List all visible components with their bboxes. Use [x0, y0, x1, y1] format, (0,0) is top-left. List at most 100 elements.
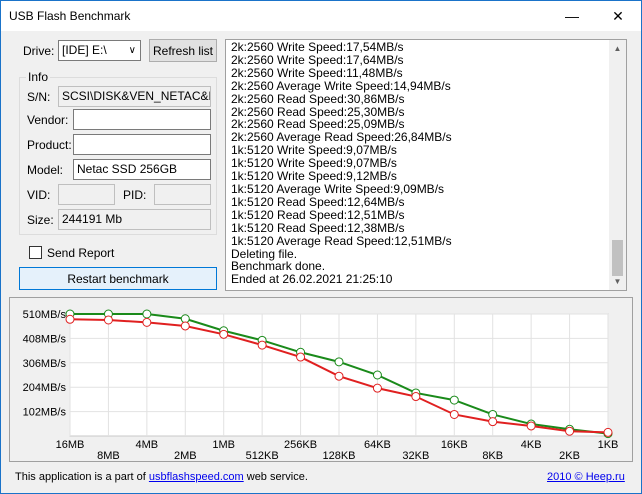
- log-line: Benchmark done.: [231, 259, 326, 274]
- vid-label: VID:: [27, 188, 51, 202]
- x-tick-label: 32KB: [402, 450, 429, 461]
- log-line: 2k:2560 Read Speed:30,86MB/s: [231, 91, 405, 106]
- send-report-label: Send Report: [47, 246, 115, 260]
- data-point: [411, 392, 421, 402]
- log-line: 1k:5120 Average Read Speed:12,51MB/s: [231, 233, 452, 248]
- y-tick-label: 408MB/s: [23, 333, 67, 345]
- x-tick-label: 4KB: [521, 439, 542, 451]
- log-textbox[interactable]: 2k:2560 Write Speed:17,54MB/s 2k:2560 Wri…: [225, 39, 627, 291]
- data-point: [488, 417, 498, 427]
- scroll-up-icon[interactable]: ▲: [613, 44, 622, 53]
- speed-chart: 510MB/s 408MB/s 306MB/s 204MB/s 102MB/s 16MB 8…: [9, 297, 633, 462]
- log-lines: 2k:2560 Write Speed:17,54MB/s 2k:2560 Wri…: [231, 41, 452, 286]
- log-line: 2k:2560 Write Speed:11,48MB/s: [231, 65, 403, 80]
- drive-select[interactable]: [IDE] E:\ ∨: [58, 40, 141, 61]
- x-tick-label: 16KB: [441, 439, 468, 451]
- data-point: [257, 340, 267, 350]
- x-tick-label: 4MB: [136, 439, 159, 451]
- y-tick-label: 510MB/s: [23, 309, 67, 321]
- y-tick-label: 306MB/s: [23, 358, 67, 370]
- info-group-label: Info: [26, 70, 51, 84]
- data-point: [296, 352, 306, 362]
- log-line: 2k:2560 Average Write Speed:14,94MB/s: [231, 78, 451, 93]
- drive-label: Drive:: [23, 44, 55, 58]
- size-field[interactable]: 244191 Mb: [58, 209, 211, 230]
- x-tick-label: 16MB: [56, 439, 85, 451]
- data-point: [449, 409, 459, 419]
- log-line: 1k:5120 Write Speed:9,07MB/s: [231, 156, 397, 171]
- scroll-down-icon[interactable]: ▼: [613, 277, 622, 286]
- y-tick-label: 102MB/s: [23, 407, 67, 419]
- x-tick-label: 512KB: [246, 450, 279, 461]
- size-label: Size:: [27, 213, 54, 227]
- x-tick-label: 8KB: [482, 450, 503, 461]
- product-field[interactable]: [73, 134, 211, 155]
- footer-suffix: web service.: [243, 471, 308, 483]
- log-line: 2k:2560 Read Speed:25,09MB/s: [231, 117, 405, 132]
- footer-text: This application is a part of usbflashsp…: [15, 471, 308, 483]
- model-field[interactable]: Netac SSD 256GB: [73, 159, 211, 180]
- data-point: [65, 314, 75, 324]
- drive-select-value: [IDE] E:\: [62, 43, 107, 57]
- data-point: [449, 395, 459, 405]
- data-point: [334, 357, 344, 367]
- vendor-field[interactable]: [73, 109, 211, 130]
- log-line: 1k:5120 Read Speed:12,51MB/s: [231, 207, 405, 222]
- vid-field[interactable]: [58, 184, 115, 205]
- info-group: Info: [19, 70, 217, 235]
- minimize-button[interactable]: —: [565, 8, 579, 24]
- refresh-list-button[interactable]: Refresh list: [149, 39, 217, 62]
- x-tick-label: 2KB: [559, 450, 580, 461]
- speed-chart-svg: 510MB/s 408MB/s 306MB/s 204MB/s 102MB/s 16MB 8…: [23, 309, 619, 461]
- log-scrollbar[interactable]: ▲ ▼: [609, 40, 626, 290]
- log-line: 1k:5120 Read Speed:12,38MB/s: [231, 220, 405, 235]
- title-bar: USB Flash Benchmark — ✕: [1, 1, 641, 31]
- log-line: 2k:2560 Write Speed:17,54MB/s: [231, 40, 404, 54]
- product-label: Product:: [27, 138, 72, 152]
- log-line: Deleting file.: [231, 246, 298, 261]
- log-line: 2k:2560 Read Speed:25,30MB/s: [231, 104, 405, 119]
- x-tick-label: 8MB: [97, 450, 120, 461]
- data-point: [526, 421, 536, 431]
- x-tick-label: 256KB: [284, 439, 317, 451]
- chevron-down-icon: ∨: [128, 45, 136, 56]
- data-point: [372, 370, 382, 380]
- copyright-link[interactable]: 2010 © Heep.ru: [547, 471, 625, 483]
- footer-prefix: This application is a part of: [15, 471, 149, 483]
- log-line: 1k:5120 Write Speed:9,07MB/s: [231, 143, 397, 158]
- data-point: [603, 427, 613, 437]
- log-line: Ended at 26.02.2021 21:25:10: [231, 272, 393, 287]
- log-line: 1k:5120 Average Write Speed:9,09MB/s: [231, 181, 445, 196]
- data-point: [334, 371, 344, 381]
- data-point: [180, 321, 190, 331]
- data-point: [372, 383, 382, 393]
- window-title: USB Flash Benchmark: [9, 9, 131, 23]
- model-label: Model:: [27, 163, 64, 177]
- x-tick-label: 1KB: [598, 439, 619, 451]
- send-report-checkbox[interactable]: [29, 246, 42, 259]
- log-line: 2k:2560 Write Speed:17,64MB/s: [231, 52, 404, 67]
- log-line: 1k:5120 Read Speed:12,64MB/s: [231, 194, 405, 209]
- vendor-label: Vendor:: [27, 113, 69, 127]
- x-tick-label: 128KB: [322, 450, 355, 461]
- y-tick-label: 204MB/s: [23, 382, 67, 394]
- data-point: [103, 315, 113, 325]
- pid-field[interactable]: [154, 184, 211, 205]
- data-point: [219, 329, 229, 339]
- x-tick-label: 2MB: [174, 450, 197, 461]
- data-point: [142, 309, 152, 319]
- scroll-thumb[interactable]: [612, 240, 623, 276]
- log-line: 1k:5120 Write Speed:9,12MB/s: [231, 169, 397, 184]
- sn-label: S/N:: [27, 90, 51, 104]
- x-tick-label: 64KB: [364, 439, 391, 451]
- sn-field[interactable]: SCSI\DISK&VEN_NETAC&PR(: [58, 86, 211, 107]
- data-point: [142, 317, 152, 327]
- close-button[interactable]: ✕: [612, 7, 624, 24]
- x-tick-label: 1MB: [212, 439, 235, 451]
- pid-label: PID:: [123, 188, 147, 202]
- restart-benchmark-button[interactable]: Restart benchmark: [19, 267, 217, 290]
- usbflashspeed-link[interactable]: usbflashspeed.com: [148, 471, 244, 483]
- data-point: [565, 426, 575, 436]
- log-line: 2k:2560 Average Read Speed:26,84MB/s: [231, 130, 452, 145]
